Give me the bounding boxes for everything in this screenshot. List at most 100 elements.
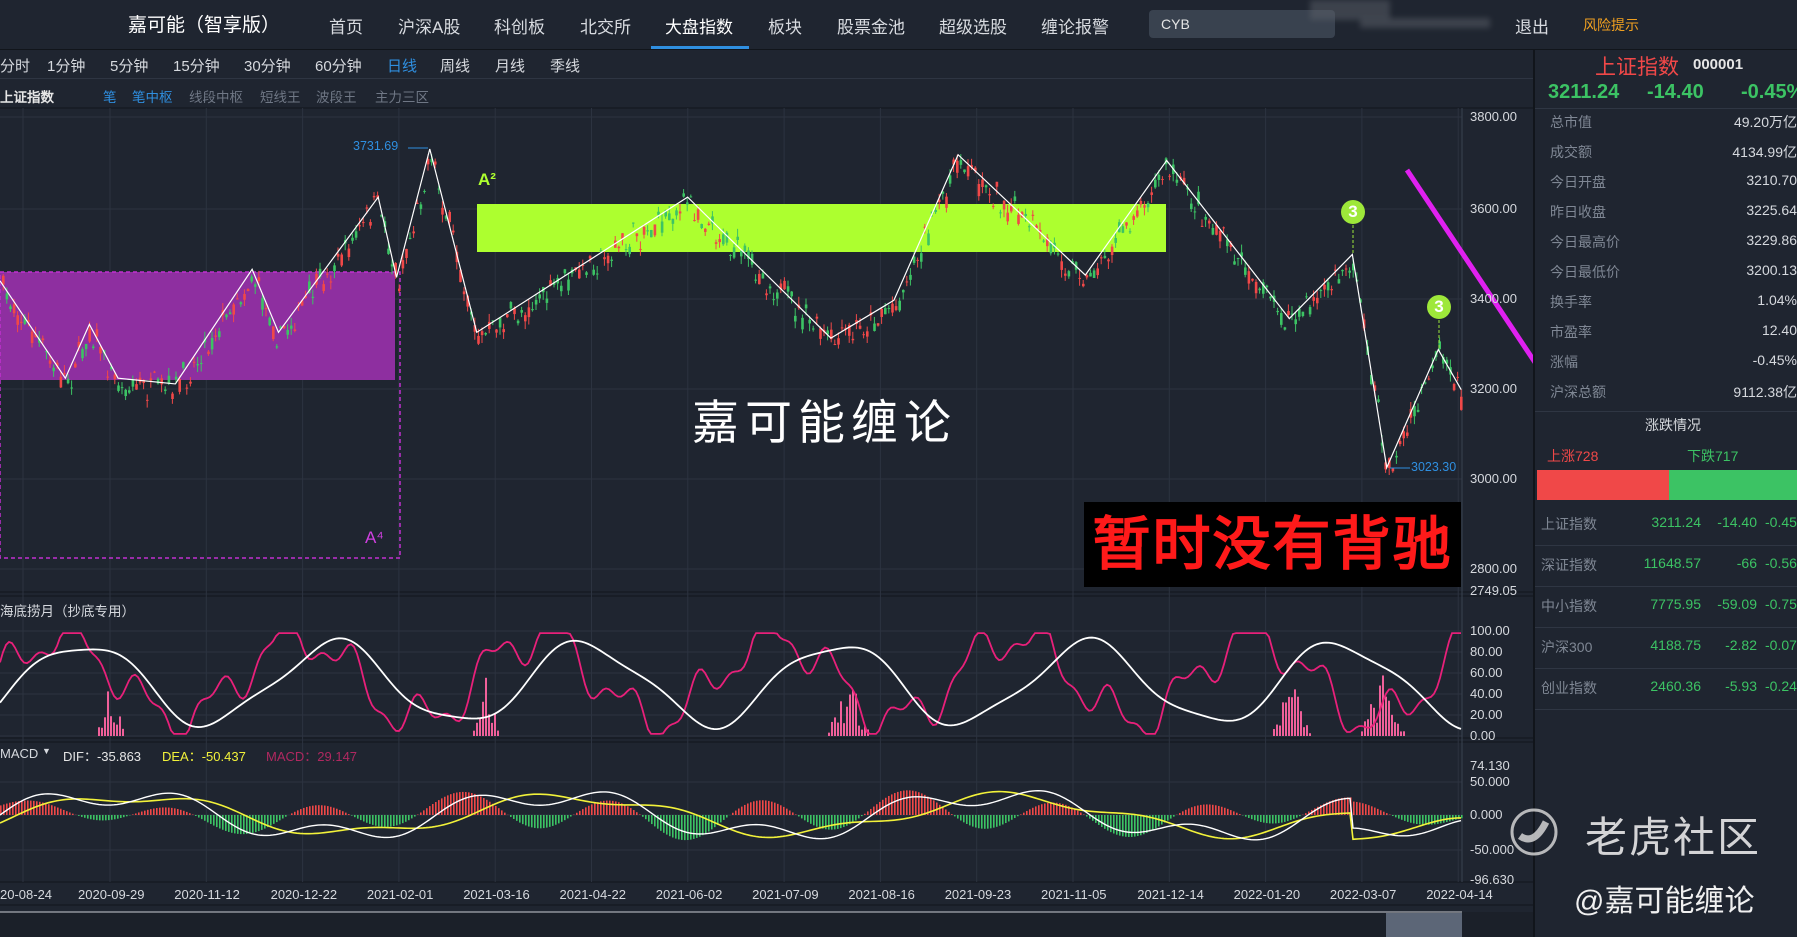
nav-index[interactable]: 大盘指数 bbox=[665, 18, 733, 37]
macd-bar bbox=[609, 800, 611, 815]
indicator-three-zones[interactable]: 主力三区 bbox=[375, 90, 429, 105]
candle-body bbox=[491, 320, 495, 322]
macd-bar bbox=[900, 791, 902, 815]
index-row[interactable]: 沪深300 4188.75 -2.82 -0.07% bbox=[1535, 627, 1797, 668]
indicator-bi-pivot[interactable]: 笔中枢 bbox=[132, 90, 173, 105]
search-input[interactable]: CYB bbox=[1149, 10, 1335, 38]
candle-body bbox=[401, 260, 405, 269]
macd-bar bbox=[762, 800, 764, 815]
macd-bar bbox=[597, 802, 599, 815]
candle-body bbox=[970, 165, 973, 168]
macd-bar bbox=[723, 815, 725, 820]
indicator-short-king[interactable]: 短线王 bbox=[260, 90, 301, 105]
indicator-wave-king[interactable]: 波段王 bbox=[316, 90, 357, 105]
macd-bar bbox=[1320, 805, 1322, 815]
candle-body bbox=[228, 312, 232, 315]
osc-bar bbox=[855, 693, 857, 736]
period-1min[interactable]: 1分钟 bbox=[47, 58, 86, 75]
macd-bar bbox=[291, 813, 293, 815]
period-30min[interactable]: 30分钟 bbox=[244, 58, 291, 75]
index-name: 创业指数 bbox=[1541, 680, 1597, 696]
macd-axis-label: 50.000 bbox=[1470, 774, 1510, 789]
macd-bar bbox=[705, 815, 707, 834]
candle-body bbox=[729, 255, 732, 257]
candle-body bbox=[1301, 311, 1305, 316]
nav-a-shares[interactable]: 沪深A股 bbox=[398, 18, 461, 37]
indicator-segment-pivot[interactable]: 线段中枢 bbox=[189, 90, 243, 105]
candle-body bbox=[642, 226, 646, 235]
candle-body bbox=[1391, 468, 1395, 472]
candle-body bbox=[448, 211, 451, 223]
nav-star-market[interactable]: 科创板 bbox=[494, 18, 545, 37]
macd-bar bbox=[1203, 804, 1205, 815]
macd-selector[interactable]: MACD bbox=[0, 746, 39, 761]
candlestick-chart[interactable] bbox=[0, 0, 1533, 937]
index-row[interactable]: 中小指数 7775.95 -59.09 -0.75% bbox=[1535, 586, 1797, 627]
macd-bar bbox=[867, 811, 869, 815]
period-monthly[interactable]: 月线 bbox=[495, 58, 526, 75]
macd-bar bbox=[561, 815, 563, 822]
candle-body bbox=[732, 247, 736, 258]
macd-bar bbox=[984, 815, 986, 829]
macd-bar bbox=[633, 810, 635, 815]
period-daily[interactable]: 日线 bbox=[387, 58, 418, 75]
candle-body bbox=[1380, 442, 1384, 446]
macd-bar bbox=[303, 807, 305, 815]
indicator-bi[interactable]: 笔 bbox=[103, 90, 117, 105]
candle-body bbox=[772, 299, 775, 301]
macd-bar bbox=[612, 800, 614, 815]
dropdown-icon[interactable]: ▼ bbox=[42, 746, 51, 756]
candle-body bbox=[1110, 246, 1114, 256]
scrollbar-thumb[interactable] bbox=[1386, 913, 1462, 937]
macd-bar bbox=[1404, 815, 1406, 821]
index-row[interactable]: 深证指数 11648.57 -66 -0.56% bbox=[1535, 545, 1797, 586]
macd-bar bbox=[1122, 815, 1124, 837]
candle-body bbox=[1280, 313, 1283, 325]
candle-body bbox=[1384, 462, 1387, 470]
osc-bar bbox=[840, 701, 842, 736]
risk-notice-link[interactable]: 风险提示 bbox=[1583, 17, 1639, 33]
macd-bar bbox=[1260, 815, 1262, 822]
osc-bar bbox=[1370, 704, 1372, 736]
candle-body bbox=[891, 303, 894, 313]
candle-body bbox=[70, 387, 73, 389]
logout-link[interactable]: 退出 bbox=[1515, 18, 1549, 37]
nav-bse[interactable]: 北交所 bbox=[580, 18, 631, 37]
macd-bar bbox=[246, 815, 248, 834]
price-axis-label: 2800.00 bbox=[1470, 561, 1517, 576]
candle-body bbox=[808, 319, 811, 324]
candle-body bbox=[372, 195, 376, 198]
stat-value: 3200.13 bbox=[1746, 262, 1797, 278]
macd-bar bbox=[1053, 802, 1055, 815]
nav-sectors[interactable]: 板块 bbox=[768, 18, 802, 37]
nav-stock-pool[interactable]: 股票金池 bbox=[837, 18, 905, 37]
index-row[interactable]: 创业指数 2460.36 -5.93 -0.24% bbox=[1535, 668, 1797, 709]
macd-bar bbox=[735, 810, 737, 815]
period-intraday[interactable]: 分时 bbox=[0, 58, 31, 75]
macd-bar bbox=[783, 806, 785, 815]
candle-body bbox=[815, 316, 819, 319]
candle-body bbox=[322, 284, 325, 292]
osc-bar bbox=[1303, 727, 1305, 736]
period-15min[interactable]: 15分钟 bbox=[173, 58, 220, 75]
period-5min[interactable]: 5分钟 bbox=[110, 58, 149, 75]
nav-alerts[interactable]: 缠论报警 bbox=[1041, 18, 1109, 37]
candle-body bbox=[765, 293, 768, 296]
candle-body bbox=[430, 159, 433, 163]
macd-bar bbox=[996, 815, 998, 827]
macd-bar bbox=[273, 815, 275, 824]
candle-body bbox=[261, 298, 264, 310]
macd-bar bbox=[498, 808, 500, 815]
index-row[interactable]: 上证指数 3211.24 -14.40 -0.45% bbox=[1535, 504, 1797, 545]
period-weekly[interactable]: 周线 bbox=[440, 58, 471, 75]
macd-bar bbox=[1131, 815, 1133, 837]
nav-home[interactable]: 首页 bbox=[329, 18, 363, 37]
candle-body bbox=[1085, 275, 1089, 278]
nav-stock-picker[interactable]: 超级选股 bbox=[939, 18, 1007, 37]
candle-body bbox=[56, 362, 59, 367]
period-quarterly[interactable]: 季线 bbox=[550, 58, 581, 75]
candle-body bbox=[639, 248, 642, 250]
candle-body bbox=[1258, 288, 1261, 291]
period-60min[interactable]: 60分钟 bbox=[315, 58, 362, 75]
candle-body bbox=[1013, 196, 1017, 202]
